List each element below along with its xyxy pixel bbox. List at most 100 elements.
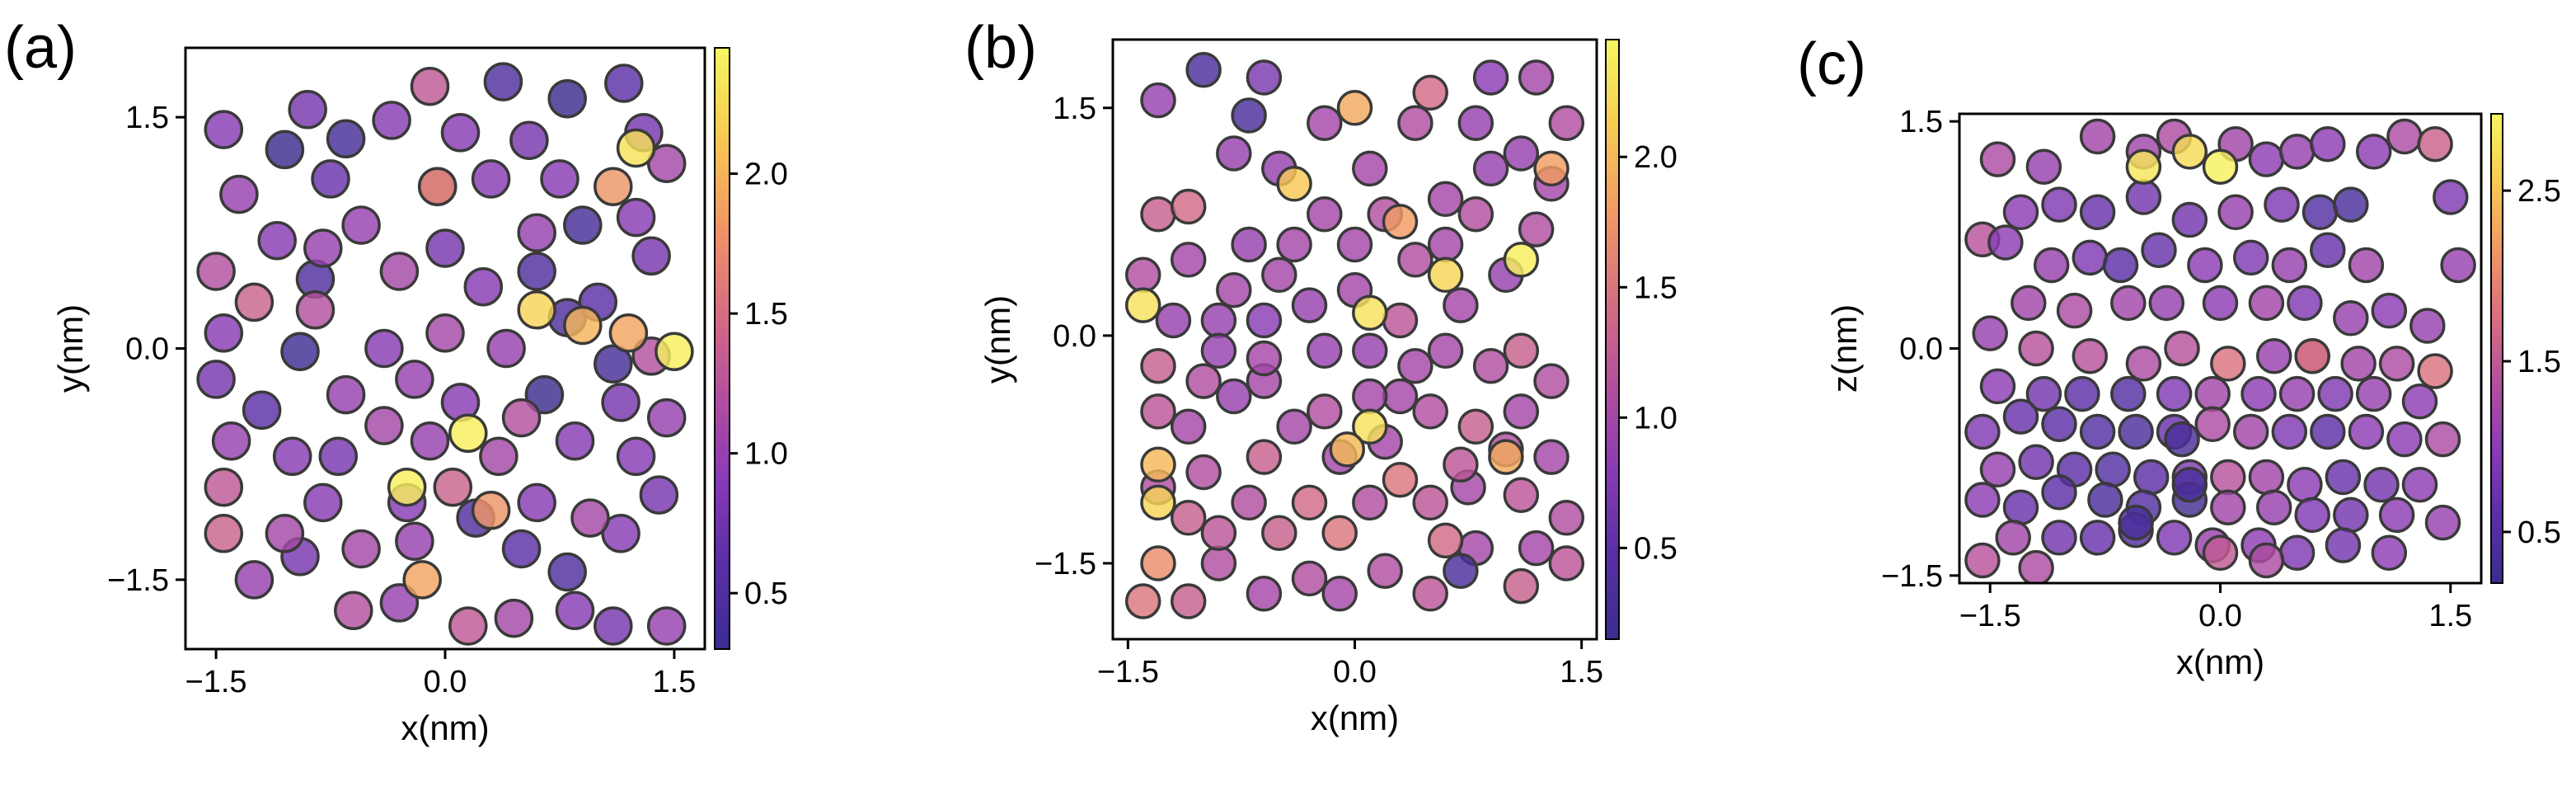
x-tick-label-c-2: 1.5: [2428, 599, 2472, 633]
scatter-point-c-72: [2194, 406, 2231, 443]
scatter-points-b: [1124, 52, 1585, 619]
scatter-point-b-10: [1472, 59, 1509, 96]
scatter-point-a-56: [601, 514, 640, 553]
x-tick-label-b-2: 1.5: [1560, 655, 1603, 690]
scatter-point-b-40: [1200, 545, 1237, 581]
colorbar-gradient-c: [2490, 113, 2503, 584]
scatter-point-a-5: [311, 159, 350, 199]
scatter-point-c-26: [2072, 239, 2109, 276]
scatter-point-c-110: [2278, 534, 2316, 572]
colorbar-tick-label-a-1: 1.0: [744, 437, 788, 472]
scatter-point-a-81: [540, 159, 579, 199]
scatter-point-a-52: [601, 383, 640, 422]
panel-b: (b) −1.5 0.0 1.5 −1.5 0.0 1.5 x(nm) y(nm) 0.…: [964, 15, 1677, 737]
scatter-point-c-111: [2325, 527, 2362, 563]
scatter-point-c-99: [2294, 497, 2330, 534]
scatter-point-c-120: [2125, 148, 2162, 185]
scatter-point-c-52: [2340, 346, 2377, 382]
scatter-point-b-88: [1170, 188, 1207, 225]
scatter-point-b-23: [1533, 363, 1570, 399]
scatter-point-b-84: [1216, 271, 1252, 308]
scatter-point-c-35: [2056, 292, 2093, 329]
scatter-point-b-39: [1246, 576, 1283, 612]
scatter-point-a-31: [509, 120, 549, 160]
scatter-point-b-100: [1140, 484, 1176, 521]
scatter-point-b-89: [1231, 226, 1267, 263]
scatter-point-a-9: [563, 205, 603, 245]
scatter-point-c-9: [2310, 125, 2346, 162]
scatter-point-a-24: [204, 467, 244, 507]
scatter-point-c-39: [2248, 285, 2285, 322]
scatter-point-b-83: [1261, 257, 1297, 294]
scatter-point-c-2: [2025, 148, 2062, 185]
scatter-point-b-108: [1329, 431, 1366, 468]
scatter-point-b-70: [1185, 363, 1222, 399]
x-axis-label-b: x(nm): [1311, 699, 1399, 737]
scatter-point-c-70: [2118, 413, 2154, 450]
scatter-point-c-102: [2424, 504, 2461, 541]
scatter-point-a-26: [288, 90, 327, 129]
scatter-point-b-86: [1124, 257, 1161, 294]
scatter-point-b-1: [1231, 97, 1267, 134]
y-axis-label-b: y(nm): [978, 295, 1017, 384]
scatter-point-a-47: [364, 406, 404, 445]
y-axis-a: −1.5 0.0 1.5: [107, 101, 185, 598]
colorbar-gradient-b: [1605, 39, 1620, 640]
scatter-point-c-75: [2310, 413, 2346, 450]
scatter-point-c-15: [2002, 194, 2039, 231]
scatter-point-b-31: [1548, 545, 1585, 581]
scatter-point-c-50: [2255, 337, 2292, 374]
scatter-point-a-63: [234, 560, 274, 600]
scatter-point-b-62: [1307, 393, 1343, 430]
scatter-point-a-40: [463, 266, 504, 307]
scatter-point-b-96: [1457, 195, 1494, 233]
scatter-point-c-73: [2232, 413, 2269, 450]
scatter-point-b-38: [1291, 560, 1328, 597]
scatter-point-c-33: [2348, 247, 2385, 284]
scatter-point-a-14: [280, 332, 320, 371]
scatter-point-c-31: [2271, 247, 2308, 284]
scatter-point-c-122: [2294, 337, 2330, 374]
scatter-point-b-9: [1412, 74, 1448, 111]
scatter-point-a-34: [257, 220, 297, 261]
scatter-point-c-46: [2072, 337, 2109, 374]
scatter-point-b-105: [1427, 257, 1464, 294]
scatter-point-c-27: [2102, 247, 2139, 284]
scatter-point-b-30: [1518, 529, 1555, 567]
scatter-point-b-7: [1352, 150, 1388, 187]
scatter-point-c-123: [2164, 421, 2200, 458]
scatter-point-b-8: [1397, 105, 1433, 141]
scatter-point-b-98: [1124, 287, 1161, 323]
scatter-point-b-32: [1503, 567, 1540, 605]
scatter-point-c-1: [1979, 141, 2016, 177]
scatter-point-c-42: [2371, 292, 2408, 329]
scatter-point-b-22: [1503, 332, 1540, 369]
x-axis-b: −1.5 0.0 1.5: [1097, 639, 1603, 690]
scatter-point-a-76: [631, 236, 671, 276]
scatter-point-c-24: [1987, 224, 2024, 261]
scatter-point-b-61: [1276, 408, 1312, 445]
scatter-point-a-21: [204, 313, 244, 353]
scatter-point-c-58: [2110, 375, 2147, 412]
scatter-point-c-61: [2241, 375, 2277, 412]
scatter-point-c-16: [2041, 186, 2077, 223]
scatter-point-b-34: [1443, 553, 1479, 589]
colorbar-tick-label-a-0: 0.5: [744, 577, 788, 611]
scatter-point-b-43: [1140, 545, 1176, 581]
scatter-point-c-100: [2333, 497, 2369, 534]
panel-a: (a) −1.5 0.0 1.5 −1.5 0.0 1.5 x(nm) y(nm) 0.…: [4, 15, 788, 747]
y-tick-label-b-0: −1.5: [1035, 547, 1096, 581]
x-axis-c: −1.5 0.0 1.5: [1959, 583, 2472, 633]
scatter-point-a-37: [341, 205, 381, 245]
scatter-point-a-93: [616, 128, 656, 168]
scatter-point-b-59: [1216, 378, 1252, 415]
scatter-point-c-8: [2278, 134, 2316, 170]
scatter-point-a-66: [379, 583, 420, 623]
scatter-point-a-91: [655, 332, 694, 371]
scatter-point-a-17: [547, 552, 587, 592]
scatter-point-b-103: [1352, 294, 1388, 332]
scatter-point-a-23: [211, 421, 251, 461]
scatter-point-b-42: [1124, 583, 1161, 619]
scatter-point-c-32: [2310, 232, 2346, 268]
scatter-point-a-54: [616, 436, 656, 477]
